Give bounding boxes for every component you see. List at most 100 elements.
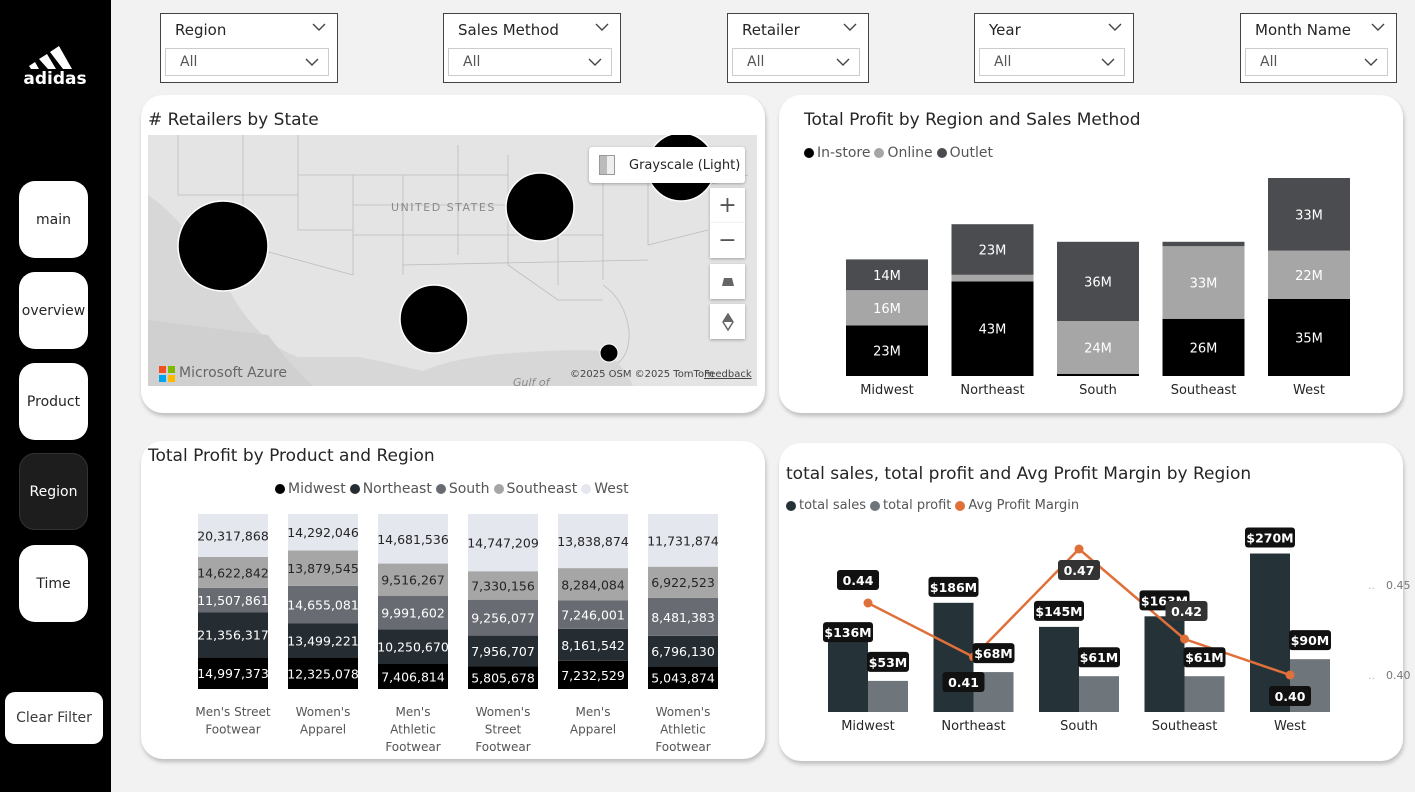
x-tick-label: Men's Street [195, 705, 270, 719]
data-label: 14M [873, 269, 901, 284]
tilt-button[interactable] [710, 264, 745, 299]
bar-segment [288, 623, 358, 658]
nav-time-button[interactable]: Time [19, 545, 88, 622]
slicer-dropdown[interactable]: All [1245, 48, 1388, 76]
legend-item[interactable]: Southeast [493, 481, 577, 497]
data-label: 9,991,602 [381, 606, 445, 621]
legend-item[interactable]: total sales [786, 498, 866, 513]
bar-segment [198, 514, 268, 557]
slicer-value: All [1260, 54, 1278, 70]
slicer-month-name[interactable]: Month Name All [1240, 13, 1397, 83]
chevron-down-icon [305, 58, 319, 66]
bar-segment [468, 635, 538, 667]
map-bubble-southeast[interactable] [599, 343, 619, 363]
legend-item[interactable]: Online [874, 145, 933, 161]
slicer-dropdown[interactable]: All [165, 48, 329, 76]
data-label: 26M [1190, 341, 1218, 356]
bar-segment [648, 635, 718, 667]
y2-tick-label: 0.45 [1386, 579, 1411, 592]
data-label: 7,956,707 [471, 644, 535, 659]
zoom-in-button[interactable]: + [710, 188, 745, 223]
legend-dot [786, 500, 796, 511]
legend-item[interactable]: Avg Profit Margin [955, 498, 1079, 513]
bar-total-profit [1079, 676, 1119, 712]
map-canvas[interactable]: UNITED STATES Gulf of [148, 135, 757, 386]
legend-item[interactable]: Midwest [275, 481, 346, 497]
chevron-down-icon [312, 23, 326, 31]
x-tick-label: Footwear [475, 740, 530, 754]
nav-product-button[interactable]: Product [19, 363, 88, 440]
bar-segment [468, 599, 538, 636]
nav-overview-button[interactable]: overview [19, 272, 88, 349]
data-label: 11,507,861 [197, 593, 269, 608]
chevron-down-icon [1101, 58, 1115, 66]
data-label: $90M [1291, 633, 1330, 648]
slicer-region[interactable]: Region All [160, 13, 338, 83]
nav-main-button[interactable]: main [19, 181, 88, 258]
data-label: 14,655,081 [287, 597, 359, 612]
bar-segment [378, 514, 448, 564]
slicer-dropdown[interactable]: All [979, 48, 1125, 76]
legend-item[interactable]: South [435, 481, 490, 497]
legend-dot [874, 148, 885, 158]
bar-segment [648, 566, 718, 598]
slicer-year[interactable]: Year All [974, 13, 1134, 83]
data-label: $68M [974, 646, 1013, 661]
zoom-out-button[interactable]: − [710, 223, 745, 258]
data-label: 23M [979, 244, 1007, 259]
margin-point [1180, 634, 1189, 644]
sidebar: adidas main overview Product Region Time… [0, 0, 111, 792]
legend-item[interactable]: Northeast [349, 481, 432, 497]
legend-item[interactable]: In-store [804, 145, 870, 161]
data-label: 6,922,523 [651, 575, 715, 590]
legend-item[interactable]: Outlet [936, 145, 993, 161]
map-style-icon [599, 155, 615, 175]
slicer-sales-method[interactable]: Sales Method All [443, 13, 621, 83]
data-label: $61M [1080, 650, 1119, 665]
margin-point [863, 598, 873, 608]
map-style-picker[interactable]: Grayscale (Light) [589, 147, 745, 183]
data-label: 36M [1084, 275, 1112, 290]
slicer-retailer[interactable]: Retailer All [727, 13, 869, 83]
slicer-dropdown[interactable]: All [448, 48, 612, 76]
legend-item[interactable]: total profit [869, 498, 951, 513]
map-feedback-link[interactable]: Feedback [704, 369, 752, 380]
data-label: $136M [824, 625, 871, 640]
legend-label: total sales [799, 498, 866, 513]
chevron-down-icon [595, 23, 609, 31]
map-bubble-midwest[interactable] [505, 172, 575, 242]
x-tick-label: Athletic [390, 723, 436, 737]
bar-segment [1162, 318, 1245, 376]
data-label: 35M [1295, 332, 1323, 347]
nav-region-button[interactable]: Region [19, 453, 88, 530]
bar-segment [468, 571, 538, 600]
data-label: 11,731,874 [647, 533, 719, 548]
map-bubble-south[interactable] [399, 284, 469, 354]
data-label: $53M [869, 655, 908, 670]
bar-segment [1162, 246, 1245, 319]
map-svg: UNITED STATES Gulf of [148, 135, 757, 386]
slicer-label: Month Name [1255, 21, 1352, 39]
clear-filter-button[interactable]: Clear Filter [5, 692, 103, 744]
bar-segment [468, 666, 538, 689]
bar-segment [558, 568, 628, 601]
data-label: 13,499,221 [287, 633, 359, 648]
data-label: 24M [1084, 341, 1112, 356]
x-tick-label: Southeast [1152, 719, 1218, 734]
data-label: 8,161,542 [561, 638, 625, 653]
legend-dot [804, 148, 814, 158]
legend-label: South [448, 481, 490, 497]
legend-label: Avg Profit Margin [968, 498, 1080, 513]
bar-segment [198, 612, 268, 658]
data-label: 14,747,209 [467, 536, 539, 551]
data-label: 5,805,678 [471, 671, 535, 686]
compass-button[interactable] [710, 304, 745, 339]
map-bubble-west[interactable] [177, 200, 269, 292]
data-label: 7,246,001 [561, 608, 625, 623]
slicer-label: Region [175, 21, 227, 39]
chevron-down-icon [836, 58, 850, 66]
legend-item[interactable]: West [581, 481, 629, 497]
x-tick-label: Footwear [385, 740, 440, 754]
slicer-dropdown[interactable]: All [732, 48, 860, 76]
